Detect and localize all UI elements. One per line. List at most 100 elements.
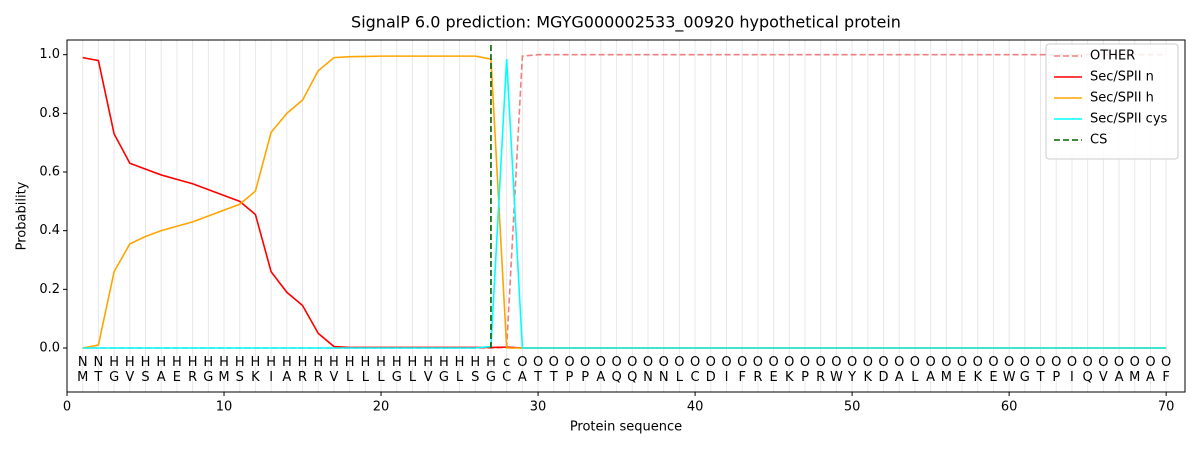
residue-label: O [737,355,747,370]
residue: E [958,370,966,385]
residue-label: O [690,355,700,370]
y-tick-label: 0.8 [39,106,60,121]
y-axis-label: Probability [15,181,30,250]
residue-label: H [486,355,496,370]
residue: R [188,370,197,385]
residue-label: O [941,355,951,370]
residue-label: O [816,355,826,370]
residue: F [738,370,745,385]
residue-label: O [517,355,527,370]
residue-label: O [910,355,920,370]
y-tick-label: 0.6 [39,165,60,180]
residue-label: H [329,355,339,370]
legend-label: CS [1090,133,1107,148]
residue-label: H [203,355,213,370]
residue-label: O [627,355,637,370]
residue-label: O [611,355,621,370]
residue: G [109,370,119,385]
residue-label: H [125,355,135,370]
residue: L [377,370,385,385]
residue: I [1070,370,1074,385]
residue-label: H [345,355,355,370]
residue: R [816,370,825,385]
residue-label: O [706,355,716,370]
residue-label: H [266,355,276,370]
residue: S [471,370,479,385]
chart-title: SignalP 6.0 prediction: MGYG000002533_00… [351,13,901,33]
residue: E [989,370,997,385]
residue-label: O [753,355,763,370]
residue: L [362,370,370,385]
legend-label: OTHER [1090,49,1135,64]
residue-label: O [1051,355,1061,370]
residue: Q [611,370,621,385]
residue: C [691,370,700,385]
residue-label: H [376,355,386,370]
residue-label: O [847,355,857,370]
residue: D [706,370,716,385]
residue-label: H [313,355,323,370]
legend-label: Sec/SPII cys [1090,112,1168,127]
x-tick-label: 20 [373,400,390,415]
residue-label: O [768,355,778,370]
residue: K [251,370,260,385]
x-tick-label: 10 [216,400,233,415]
residue: K [864,370,873,385]
residue: D [879,370,889,385]
residue: S [141,370,149,385]
legend-label: Sec/SPII h [1090,91,1154,106]
residue: G [203,370,213,385]
y-tick-label: 0.4 [39,223,60,238]
residue: E [173,370,181,385]
residue: M [77,370,88,385]
residue-label: O [894,355,904,370]
residue-label: O [580,355,590,370]
residue-label: O [1004,355,1014,370]
residue: A [282,370,291,385]
x-tick-label: 60 [1001,400,1018,415]
residue: Q [1083,370,1093,385]
residue: C [502,370,511,385]
residue-label: H [251,355,261,370]
residue-label: O [831,355,841,370]
residue: V [125,370,134,385]
residue: S [236,370,244,385]
residue: L [456,370,464,385]
residue: G [486,370,496,385]
residue: I [269,370,273,385]
legend-label: Sec/SPII n [1090,70,1154,85]
residue: T [549,370,558,385]
residue: A [1146,370,1155,385]
residue-label: H [109,355,119,370]
x-tick-label: 0 [63,400,71,415]
residue-label: O [674,355,684,370]
residue: I [725,370,729,385]
residue-label: H [392,355,402,370]
residue: A [596,370,605,385]
residue-label: O [1145,355,1155,370]
residue: L [676,370,684,385]
residue-label: H [439,355,449,370]
residue-label: O [533,355,543,370]
residue-label: H [141,355,151,370]
x-tick-label: 50 [844,400,861,415]
x-tick-label: 70 [1158,400,1175,415]
residue-label: O [1035,355,1045,370]
residue: E [769,370,777,385]
residue: L [911,370,919,385]
residue-label: O [1098,355,1108,370]
residue: L [409,370,417,385]
residue: G [1020,370,1030,385]
residue: A [926,370,935,385]
y-tick-label: 1.0 [39,47,60,62]
residue: M [218,370,229,385]
residue-label: O [878,355,888,370]
residue: A [518,370,527,385]
residue-label: O [564,355,574,370]
residue-label: O [1161,355,1171,370]
y-tick-label: 0.0 [39,341,60,356]
plot-frame [66,39,1186,393]
residue-label: O [800,355,810,370]
